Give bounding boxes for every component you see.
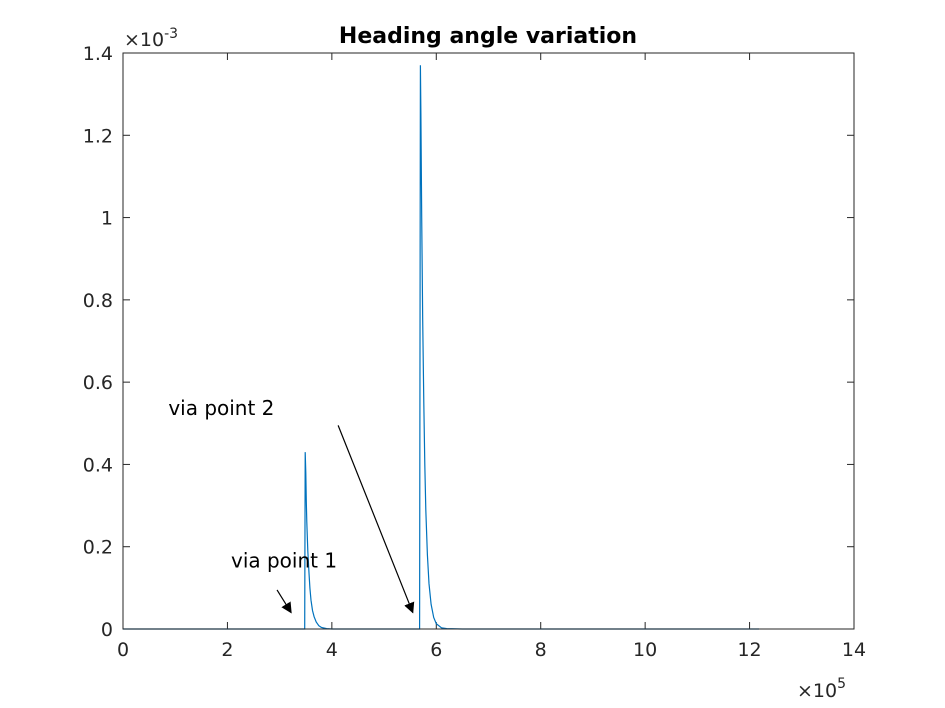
svg-text:×10-3: ×10-3 — [124, 26, 178, 51]
x-tick-label: 4 — [326, 639, 338, 661]
y-tick-label: 0.4 — [83, 454, 113, 476]
x-tick-label: 2 — [221, 639, 233, 661]
annotation-label: via point 1 — [231, 548, 337, 572]
y-tick-label: 1.2 — [83, 125, 113, 147]
y-tick-label: 1 — [101, 208, 113, 230]
x-exponent-power: 5 — [837, 676, 846, 692]
y-exponent-label: ×10-3 — [124, 26, 178, 51]
y-tick-label: 1.4 — [83, 43, 113, 65]
y-tick-label: 0 — [101, 619, 113, 641]
annotation-arrow — [276, 589, 292, 614]
y-tick-label: 0.6 — [83, 372, 113, 394]
x-exponent-base: ×10 — [797, 680, 837, 702]
chart-title: Heading angle variation — [339, 24, 637, 49]
svg-text:×105: ×105 — [797, 676, 846, 702]
x-tick-label: 10 — [633, 639, 657, 661]
x-exponent-label: ×105 — [797, 676, 846, 702]
x-tick-label: 0 — [117, 639, 129, 661]
x-tick-label: 6 — [430, 639, 442, 661]
y-exponent-base: ×10 — [124, 29, 164, 51]
x-tick-label: 12 — [737, 639, 761, 661]
y-exponent-power: -3 — [164, 26, 178, 42]
x-tick-label: 14 — [842, 639, 866, 661]
annotation-label: via point 2 — [168, 396, 274, 420]
x-tick-label: 8 — [535, 639, 547, 661]
axes-box — [122, 52, 855, 630]
plot-area: 0 2 4 6 8 10 12 14 0 0.2 0.4 0.6 0.8 1 1.2 1.4 via point… — [83, 43, 866, 661]
y-tick-label: 0.2 — [83, 537, 113, 559]
annotation-arrow — [337, 425, 415, 614]
y-tick-label: 0.8 — [83, 290, 113, 312]
